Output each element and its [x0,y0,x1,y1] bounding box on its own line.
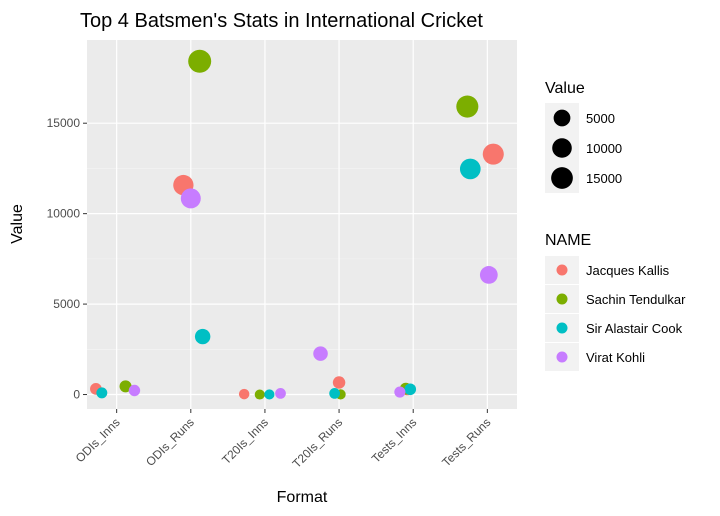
x-tick-label: T20Is_Inns [219,415,271,467]
data-points [90,49,504,400]
data-point [456,95,479,118]
data-point [313,346,328,361]
color-legend-label: Jacques Kallis [586,263,670,278]
color-legend-dot [556,264,568,276]
size-legend: Value 5000 10000 15000 [545,80,622,193]
color-legend-label: Sachin Tendulkar [586,292,686,307]
size-legend-label: 15000 [586,171,622,186]
data-point [404,383,417,396]
chart-title: Top 4 Batsmen's Stats in International C… [80,10,483,32]
data-point [394,386,406,398]
data-point [254,389,265,400]
color-legend-title: NAME [545,232,591,249]
y-tick-label: 15000 [47,116,81,130]
data-point [128,384,141,397]
size-legend-circle [553,109,571,127]
x-tick-label: ODIs_Runs [143,415,197,469]
size-legend-circle [551,167,573,189]
size-legend-label: 5000 [586,111,615,126]
data-point [119,380,132,393]
data-point [194,328,211,345]
x-tick-label: Tests_Inns [369,415,419,465]
color-legend-dot [556,322,568,334]
size-legend-label: 10000 [586,141,622,156]
color-legend-dot [556,293,568,305]
data-point [459,158,481,180]
x-axis-title: Format [277,489,328,506]
color-legend: NAME Jacques Kallis Sachin Tendulkar Sir A… [545,232,686,371]
data-point [264,389,275,400]
color-legend-label: Sir Alastair Cook [586,321,683,336]
y-tick-label: 10000 [47,207,81,221]
x-tick-label: T20Is_Runs [290,415,346,471]
y-tick-label: 5000 [53,297,80,311]
data-point [188,49,212,73]
data-point [482,143,504,165]
data-point [96,387,108,399]
data-point [479,266,498,284]
data-point [332,376,346,389]
y-tick-label: 0 [73,388,80,402]
data-point [238,388,250,400]
data-point [180,188,201,209]
x-axis-ticks: ODIs_Inns ODIs_Runs T20Is_Inns T20Is_Runs Te… [73,409,493,471]
plot-panel [87,40,517,409]
color-legend-label: Virat Kohli [586,350,645,365]
size-legend-circle [552,138,572,158]
x-tick-label: Tests_Runs [439,415,493,469]
x-tick-label: ODIs_Inns [73,415,123,465]
size-legend-title: Value [545,80,585,97]
color-legend-dot [556,351,568,363]
data-point [329,388,340,399]
data-point [275,388,286,399]
y-axis-ticks: 0 5000 10000 15000 [47,116,87,402]
grid-lines [87,40,517,409]
y-axis-title: Value [9,204,26,244]
